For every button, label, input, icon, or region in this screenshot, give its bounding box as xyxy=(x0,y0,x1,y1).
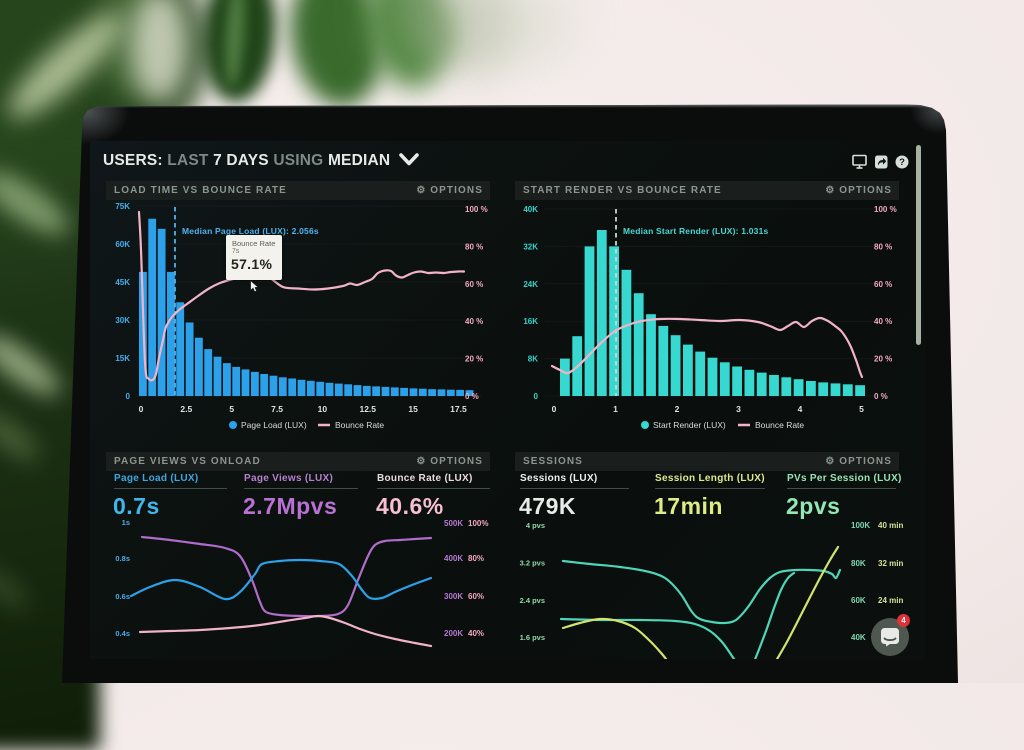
svg-text:2.4 pvs: 2.4 pvs xyxy=(520,596,545,605)
svg-text:5: 5 xyxy=(229,404,234,414)
svg-text:100 %: 100 % xyxy=(874,205,897,214)
svg-text:40%: 40% xyxy=(468,629,484,638)
svg-text:0: 0 xyxy=(552,404,557,414)
svg-text:8K: 8K xyxy=(528,355,538,364)
svg-text:0 %: 0 % xyxy=(874,392,888,401)
svg-text:1: 1 xyxy=(613,404,618,414)
svg-text:32 min: 32 min xyxy=(878,559,903,568)
svg-text:1s: 1s xyxy=(122,518,130,527)
svg-text:Start Render (LUX): Start Render (LUX) xyxy=(653,420,726,430)
svg-text:Median Start Render (LUX): 1.0: Median Start Render (LUX): 1.031s xyxy=(623,226,769,236)
svg-text:2: 2 xyxy=(675,404,680,414)
svg-text:Bounce Rate: Bounce Rate xyxy=(335,420,384,430)
svg-text:0: 0 xyxy=(126,392,131,401)
svg-text:12.5: 12.5 xyxy=(359,404,376,414)
svg-text:24 min: 24 min xyxy=(878,596,903,605)
svg-text:0.8s: 0.8s xyxy=(115,554,130,563)
svg-text:60K: 60K xyxy=(115,240,130,249)
svg-text:15: 15 xyxy=(408,404,418,414)
svg-text:500K: 500K xyxy=(444,519,463,528)
svg-text:100 %: 100 % xyxy=(465,205,488,214)
svg-text:60K: 60K xyxy=(851,596,866,605)
svg-text:3.2 pvs: 3.2 pvs xyxy=(520,559,545,568)
svg-text:4: 4 xyxy=(798,404,803,414)
svg-text:Page Load (LUX): Page Load (LUX) xyxy=(241,420,307,430)
svg-text:80K: 80K xyxy=(851,559,866,568)
svg-text:Bounce Rate: Bounce Rate xyxy=(755,420,804,430)
svg-text:24K: 24K xyxy=(523,280,538,289)
svg-text:?: ? xyxy=(899,157,905,168)
svg-text:10: 10 xyxy=(318,404,328,414)
svg-text:7.5: 7.5 xyxy=(271,404,283,414)
svg-text:32K: 32K xyxy=(523,242,538,251)
svg-text:16K: 16K xyxy=(523,317,538,326)
svg-text:45K: 45K xyxy=(115,278,130,287)
svg-text:75K: 75K xyxy=(115,202,130,211)
svg-text:20 %: 20 % xyxy=(874,355,892,364)
svg-text:100K: 100K xyxy=(851,521,870,530)
svg-text:20 %: 20 % xyxy=(465,355,483,364)
svg-text:40K: 40K xyxy=(523,205,538,214)
svg-text:80%: 80% xyxy=(468,554,484,563)
svg-text:5: 5 xyxy=(859,404,864,414)
svg-text:100%: 100% xyxy=(468,519,488,528)
svg-text:0.4s: 0.4s xyxy=(115,629,130,638)
svg-text:80 %: 80 % xyxy=(874,242,892,251)
svg-text:0: 0 xyxy=(139,404,144,414)
svg-text:30K: 30K xyxy=(115,316,130,325)
svg-text:60%: 60% xyxy=(468,592,484,601)
svg-text:60 %: 60 % xyxy=(874,280,892,289)
svg-text:40K: 40K xyxy=(851,633,866,642)
svg-text:3: 3 xyxy=(736,404,741,414)
svg-text:4 pvs: 4 pvs xyxy=(526,521,545,530)
svg-text:2.5: 2.5 xyxy=(180,404,192,414)
svg-text:200K: 200K xyxy=(444,629,463,638)
svg-text:400K: 400K xyxy=(444,554,463,563)
svg-text:300K: 300K xyxy=(444,592,463,601)
svg-text:17.5: 17.5 xyxy=(450,404,467,414)
svg-text:0 %: 0 % xyxy=(465,392,479,401)
svg-text:1.6 pvs: 1.6 pvs xyxy=(520,633,545,642)
svg-text:40 %: 40 % xyxy=(874,317,892,326)
svg-text:40 %: 40 % xyxy=(465,317,483,326)
svg-text:Median Page Load (LUX): 2.056s: Median Page Load (LUX): 2.056s xyxy=(182,226,319,236)
svg-text:15K: 15K xyxy=(115,354,130,363)
svg-text:0.6s: 0.6s xyxy=(115,592,130,601)
svg-text:40 min: 40 min xyxy=(878,521,903,530)
svg-text:80 %: 80 % xyxy=(465,242,483,251)
svg-text:0: 0 xyxy=(534,392,539,401)
svg-text:60 %: 60 % xyxy=(465,280,483,289)
